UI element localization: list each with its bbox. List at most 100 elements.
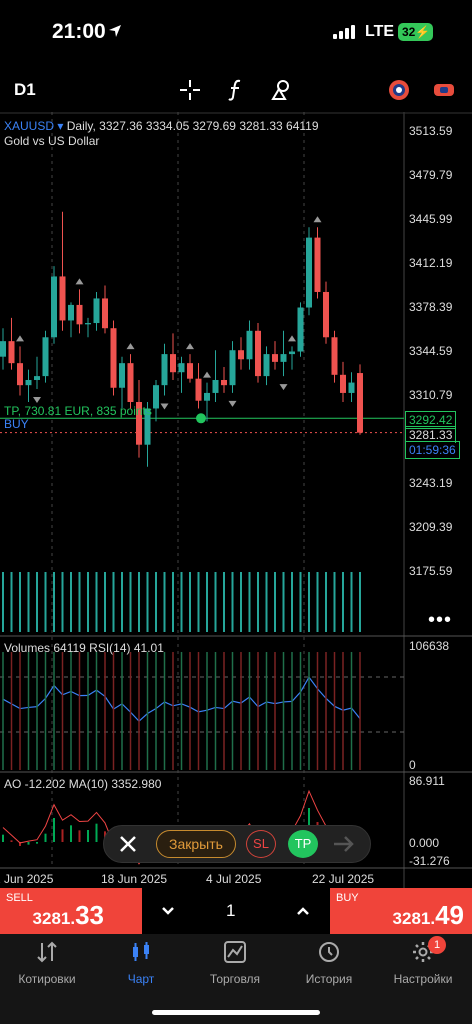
chart-canvas[interactable]	[0, 112, 472, 890]
price-tick: 3344.59	[409, 344, 453, 358]
nav-item-history[interactable]: История	[282, 934, 376, 994]
location-arrow-icon	[109, 25, 121, 37]
battery-icon: 32⚡	[398, 23, 433, 41]
fractal-up-arrow	[126, 343, 135, 350]
fractal-down-arrow	[228, 400, 237, 407]
symbol-name[interactable]: XAUUSD	[4, 119, 55, 133]
close-icon[interactable]	[118, 834, 138, 854]
nav-label: Чарт	[127, 972, 155, 986]
candle-body	[323, 291, 329, 338]
buy-label: BUY	[336, 892, 359, 904]
sell-price: 3281.33	[33, 900, 104, 931]
candle-body	[272, 354, 278, 362]
signal-icon	[333, 25, 357, 39]
chart-icon	[133, 942, 149, 961]
close-position-button[interactable]: Закрыть	[156, 830, 236, 858]
status-bar: 21:00 LTE 32⚡	[0, 0, 472, 62]
lot-size-input[interactable]: 1	[226, 901, 236, 920]
price-tick: 3378.39	[409, 300, 453, 314]
candle-body	[297, 307, 304, 352]
candle-body	[229, 350, 236, 386]
buy-button[interactable]: BUY 3281.49	[330, 888, 472, 934]
nav-label: Настройки	[393, 972, 453, 986]
trade-bar: SELL 3281.33 1 BUY 3281.49	[0, 888, 472, 934]
symbol-dropdown-icon[interactable]: ▾	[57, 119, 64, 133]
fractal-up-arrow	[203, 371, 211, 378]
candle-body	[314, 237, 321, 292]
sell-button[interactable]: SELL 3281.33	[0, 888, 142, 934]
objects-icon[interactable]	[270, 78, 294, 102]
sell-price-big: 33	[75, 900, 104, 930]
candle-body	[153, 385, 159, 409]
indicator2-tick: 86.911	[409, 774, 445, 788]
date-tick: 2 Jun 2025	[0, 872, 54, 886]
switch-account-icon[interactable]	[432, 78, 456, 102]
fractal-up-arrow	[16, 335, 24, 342]
status-time: 21:00	[52, 20, 106, 43]
chevron-down-icon[interactable]	[158, 901, 178, 921]
fractal-up-arrow	[75, 278, 84, 285]
buy-line-label: BUY	[4, 417, 29, 431]
date-tick: 18 Jun 2025	[101, 872, 168, 886]
candle-body	[136, 401, 142, 445]
symbol-info: XAUUSD ▾ Daily, 3327.36 3334.05 3279.69 …	[4, 119, 319, 133]
price-tick: 3209.39	[409, 520, 453, 534]
timeframe-button[interactable]: D1	[14, 80, 36, 99]
price-tick: 3243.19	[409, 476, 453, 490]
fractal-down-arrow	[160, 403, 169, 410]
quotes-icon	[37, 941, 57, 963]
price-tick: 3445.99	[409, 212, 453, 226]
nav-label: Котировки	[18, 972, 76, 986]
indicator2-tick: -31.276	[409, 854, 450, 868]
ohlc-text: Daily, 3327.36 3334.05 3279.69 3281.33 6…	[66, 119, 319, 133]
candle-body	[119, 363, 125, 388]
chevron-up-icon[interactable]	[293, 901, 313, 921]
nav-item-settings[interactable]: 1 Настройки	[376, 934, 470, 994]
fractal-up-arrow	[288, 335, 296, 342]
candle-body	[59, 276, 66, 321]
indicator1-title: Volumes 64119 RSI(14) 41.01	[4, 641, 164, 655]
current-price-tag: 3281.33	[405, 426, 457, 443]
tp-line-label: TP, 730.81 EUR, 835 points	[4, 404, 152, 418]
take-profit-button[interactable]: TP	[288, 830, 318, 858]
candle-body	[221, 379, 227, 386]
candle-body	[212, 379, 219, 393]
arrow-right-icon[interactable]	[332, 834, 356, 854]
candle-body	[204, 392, 210, 401]
chart-area[interactable]: XAUUSD ▾ Daily, 3327.36 3334.05 3279.69 …	[0, 112, 472, 890]
function-icon[interactable]	[224, 78, 248, 102]
candle-body	[263, 354, 270, 377]
tp-drag-handle	[196, 413, 206, 424]
price-tick: 3175.59	[409, 564, 453, 578]
candle-body	[348, 382, 355, 393]
tp-price-tag: 3292.42	[405, 411, 457, 429]
candle-body	[161, 354, 168, 386]
nav-item-chart[interactable]: Чарт	[94, 934, 188, 994]
trade-icon	[224, 941, 246, 963]
candle-body	[34, 376, 40, 380]
candle-body	[195, 378, 202, 401]
sell-price-main: 3281.	[32, 909, 76, 928]
candle-body	[280, 354, 287, 362]
candle-body	[93, 298, 100, 324]
candle-body	[68, 304, 74, 321]
indicator1-tick: 106638	[409, 639, 450, 653]
trading-signal-icon[interactable]	[387, 78, 411, 102]
nav-label: Торговля	[209, 972, 261, 986]
candle-body	[17, 363, 23, 386]
buy-price: 3281.49	[393, 900, 464, 931]
indicator1-tick: 0	[409, 758, 416, 772]
candle-body	[144, 408, 151, 445]
candle-body	[170, 354, 176, 373]
crosshair-icon[interactable]	[178, 78, 202, 102]
indicator2-tick: 0.000	[409, 836, 440, 850]
candle-body	[187, 363, 193, 379]
fractal-up-arrow	[186, 343, 194, 350]
more-options-icon[interactable]: •••	[428, 609, 453, 631]
candle-body	[340, 374, 346, 393]
network-label: LTE	[365, 23, 395, 40]
nav-item-trade[interactable]: Торговля	[188, 934, 282, 994]
nav-item-quotes[interactable]: Котировки	[0, 934, 94, 994]
stop-loss-button[interactable]: SL	[246, 830, 276, 858]
candle-body	[110, 328, 117, 388]
